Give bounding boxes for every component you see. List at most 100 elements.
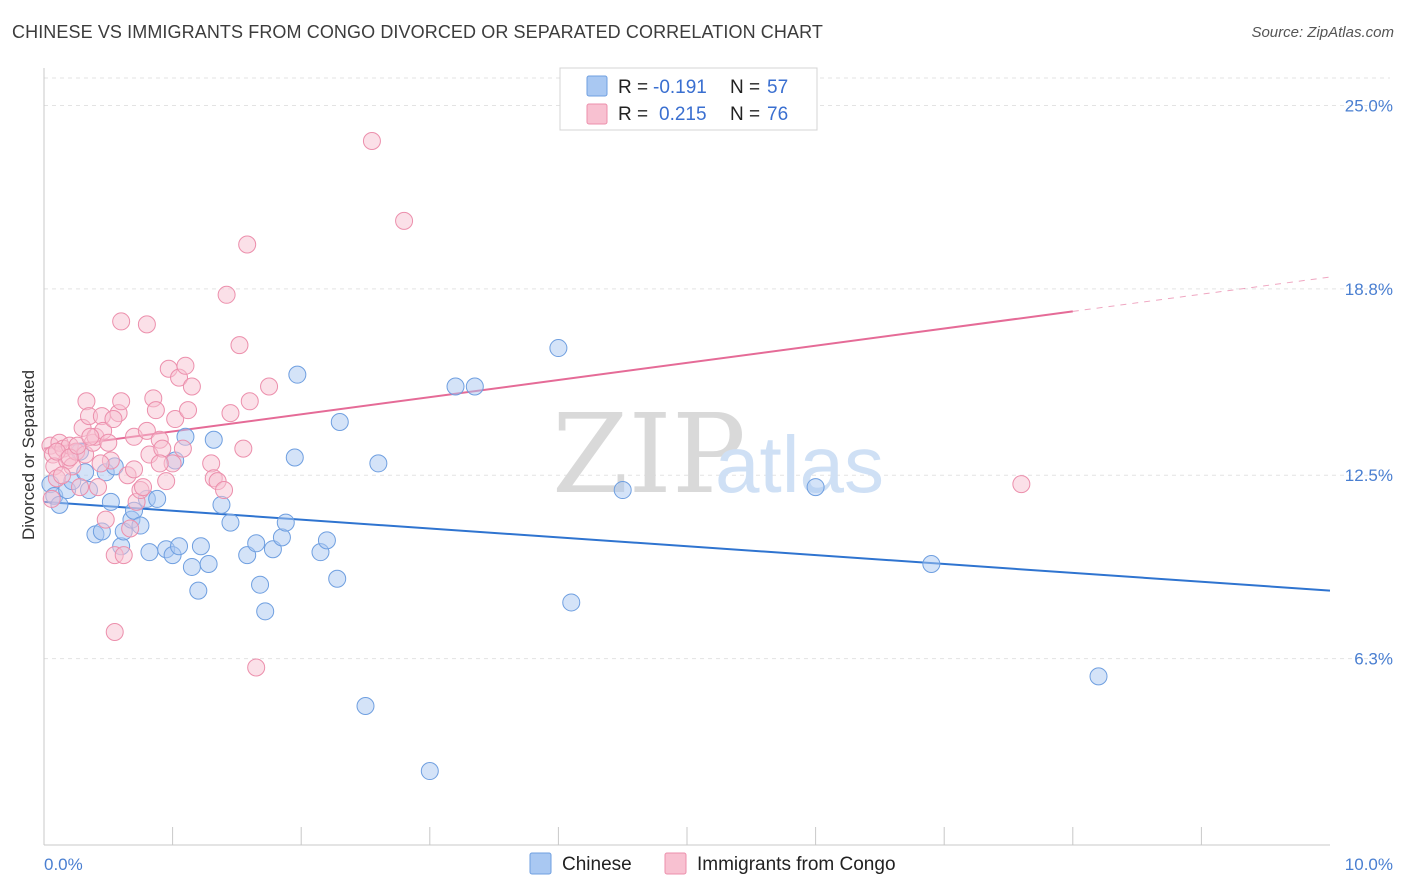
point-congo-36	[137, 315, 156, 334]
point-congo-60	[240, 392, 259, 411]
point-congo-34	[134, 478, 153, 497]
bottom-legend-swatch-congo	[664, 852, 687, 875]
point-congo-62	[260, 377, 279, 396]
x-tick-label-0: 0.0%	[44, 855, 83, 874]
point-chinese-34	[247, 534, 266, 553]
legend-r-value-congo: 0.215	[659, 104, 707, 125]
point-chinese-48	[420, 762, 439, 781]
y-tick-label-3: 25.0%	[1345, 96, 1393, 115]
point-chinese-51	[549, 339, 568, 358]
point-chinese-39	[276, 513, 295, 532]
point-chinese-35	[251, 575, 270, 594]
point-congo-55	[217, 285, 236, 304]
legend-n-label-congo: N =	[730, 104, 760, 125]
point-congo-59	[238, 235, 257, 254]
point-chinese-41	[288, 365, 307, 384]
point-chinese-54	[806, 478, 825, 497]
chart-title: CHINESE VS IMMIGRANTS FROM CONGO DIVORCE…	[12, 22, 823, 42]
legend-n-value-chinese: 57	[767, 77, 788, 98]
legend-swatch-chinese	[586, 75, 608, 97]
point-chinese-28	[191, 537, 210, 556]
point-chinese-56	[1089, 667, 1108, 686]
axes-layer: 6.3% 12.5% 18.8% 25.0% 0.0% 10.0%	[43, 68, 1393, 874]
point-congo-48	[176, 356, 195, 375]
point-congo-64	[395, 211, 414, 230]
point-congo-39	[146, 401, 165, 420]
point-congo-13	[77, 392, 96, 411]
point-chinese-52	[562, 593, 581, 612]
point-chinese-30	[204, 430, 223, 449]
bottom-legend: Chinese Immigrants from Congo	[529, 852, 896, 875]
point-congo-57	[230, 336, 249, 355]
x-tick-label-1: 10.0%	[1345, 855, 1393, 874]
point-chinese-46	[356, 696, 375, 715]
point-chinese-29	[199, 554, 218, 573]
point-congo-42	[157, 472, 176, 491]
y-axis-label: Divorced or Separated	[19, 370, 38, 540]
point-congo-26	[112, 312, 131, 331]
point-congo-54	[215, 481, 234, 500]
point-congo-71	[81, 427, 100, 446]
trend-line-congo	[43, 310, 1073, 450]
point-congo-65	[1012, 475, 1031, 494]
bottom-legend-label-congo: Immigrants from Congo	[697, 854, 896, 875]
point-chinese-24	[170, 537, 189, 556]
point-congo-30	[121, 519, 140, 538]
y-tick-label-1: 12.5%	[1345, 466, 1393, 485]
bottom-legend-swatch-chinese	[529, 852, 552, 875]
point-chinese-45	[330, 413, 349, 432]
watermark-zip: ZIP	[552, 390, 746, 518]
point-congo-63	[362, 131, 381, 150]
point-congo-24	[105, 623, 124, 642]
point-congo-73	[104, 410, 123, 429]
bottom-legend-label-chinese: Chinese	[562, 854, 632, 875]
point-chinese-47	[369, 454, 388, 473]
point-chinese-32	[221, 513, 240, 532]
legend-r-label-congo: R =	[618, 104, 648, 125]
legend-n-label-chinese: N =	[730, 77, 760, 98]
point-congo-17	[89, 478, 108, 497]
point-chinese-40	[285, 448, 304, 467]
chart-source: Source: ZipAtlas.com	[1251, 24, 1394, 41]
legend-swatch-congo	[586, 103, 608, 125]
point-congo-72	[91, 454, 110, 473]
legend-n-value-congo: 76	[767, 104, 788, 125]
point-chinese-55	[922, 554, 941, 573]
watermark: ZIP atlas	[552, 390, 884, 518]
points-layer	[41, 131, 1108, 781]
point-congo-66	[42, 489, 61, 508]
legend-r-value-chinese: -0.191	[653, 77, 707, 98]
y-tick-label-0: 6.3%	[1354, 650, 1393, 669]
point-congo-68	[53, 466, 72, 485]
point-congo-21	[99, 433, 118, 452]
point-congo-58	[234, 439, 253, 458]
point-congo-47	[173, 439, 192, 458]
point-chinese-27	[189, 581, 208, 600]
point-congo-41	[153, 439, 172, 458]
point-congo-75	[150, 454, 169, 473]
point-chinese-44	[328, 569, 347, 588]
point-congo-50	[182, 377, 201, 396]
point-chinese-38	[272, 528, 291, 547]
legend-r-label-chinese: R =	[618, 77, 648, 98]
legend: R = -0.191 N = 57 R = 0.215 N = 76	[559, 67, 818, 131]
point-congo-49	[179, 401, 198, 420]
point-chinese-26	[182, 557, 201, 576]
trend-layer	[43, 276, 1331, 592]
point-chinese-43	[317, 531, 336, 550]
trend-line-chinese	[43, 500, 1331, 592]
point-congo-10	[71, 478, 90, 497]
watermark-atlas: atlas	[715, 420, 884, 509]
point-chinese-31	[212, 495, 231, 514]
point-chinese-53	[613, 481, 632, 500]
point-congo-70	[68, 436, 87, 455]
point-congo-51	[202, 454, 221, 473]
grid-layer	[44, 77, 1390, 660]
point-congo-28	[114, 546, 133, 565]
point-congo-27	[112, 392, 131, 411]
y-tick-label-2: 18.8%	[1345, 280, 1393, 299]
point-chinese-49	[446, 377, 465, 396]
point-chinese-11	[101, 492, 120, 511]
point-chinese-20	[148, 489, 167, 508]
